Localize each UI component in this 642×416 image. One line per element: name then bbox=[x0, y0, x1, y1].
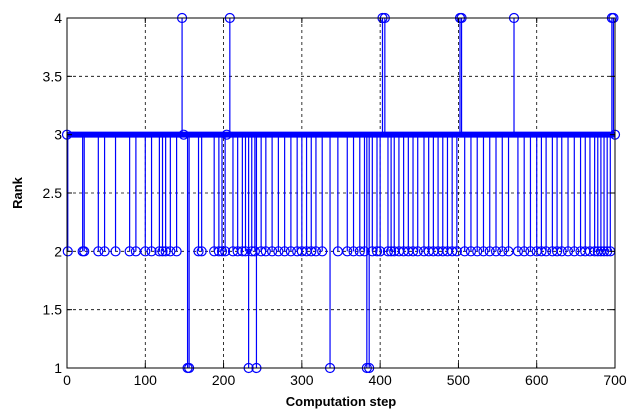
data-point bbox=[598, 246, 610, 257]
data-point bbox=[260, 246, 271, 257]
y-tick-label: 1 bbox=[54, 360, 62, 376]
data-point bbox=[451, 246, 462, 257]
data-point bbox=[317, 246, 328, 257]
plot-area bbox=[67, 18, 615, 368]
data-point bbox=[382, 246, 394, 257]
data-point bbox=[279, 246, 290, 257]
data-point bbox=[216, 246, 228, 257]
data-point bbox=[348, 246, 359, 257]
data-point bbox=[193, 246, 204, 257]
data-point bbox=[412, 246, 423, 257]
data-point bbox=[154, 246, 165, 257]
data-point bbox=[490, 246, 502, 257]
data-point bbox=[79, 246, 90, 257]
x-tick-label: 600 bbox=[525, 372, 549, 388]
data-point bbox=[196, 246, 207, 257]
data-point bbox=[371, 246, 383, 257]
data-point bbox=[110, 246, 121, 257]
data-point bbox=[62, 246, 73, 257]
data-point bbox=[99, 246, 110, 257]
data-point bbox=[273, 246, 284, 257]
x-tick-label: 100 bbox=[134, 372, 158, 388]
data-point bbox=[221, 129, 232, 140]
y-axis-label: Rank bbox=[10, 176, 25, 209]
data-point bbox=[146, 246, 157, 257]
y-tick-label: 4 bbox=[54, 10, 62, 26]
x-axis-label: Computation step bbox=[286, 394, 397, 409]
x-tick-label: 200 bbox=[212, 372, 236, 388]
data-point bbox=[556, 246, 567, 257]
data-point bbox=[220, 246, 231, 257]
series-rank bbox=[61, 12, 621, 374]
data-point bbox=[386, 246, 397, 257]
y-tick-label: 2 bbox=[54, 243, 62, 259]
data-point bbox=[342, 246, 353, 257]
data-point bbox=[562, 246, 574, 257]
data-point bbox=[465, 246, 477, 257]
data-point bbox=[484, 246, 495, 257]
x-tick-label: 700 bbox=[603, 372, 627, 388]
data-point bbox=[267, 246, 278, 257]
data-point bbox=[569, 246, 580, 257]
data-point bbox=[93, 246, 104, 257]
data-point bbox=[459, 246, 470, 257]
data-point bbox=[285, 246, 296, 257]
x-tick-label: 0 bbox=[63, 372, 71, 388]
data-point bbox=[171, 246, 182, 257]
x-tick-label: 400 bbox=[368, 372, 392, 388]
x-tick-label: 300 bbox=[290, 372, 314, 388]
data-point bbox=[213, 246, 224, 257]
data-point bbox=[478, 246, 489, 257]
data-point bbox=[310, 246, 322, 257]
data-point bbox=[375, 246, 386, 257]
data-point bbox=[472, 246, 483, 257]
data-point bbox=[140, 246, 151, 257]
data-point bbox=[512, 246, 524, 257]
data-point bbox=[519, 246, 530, 257]
data-point bbox=[541, 246, 552, 257]
ticks: 0 100 200 300 400 500 600 700 1 1.5 2 2.5 3 3.5 4 bbox=[43, 10, 627, 388]
data-point bbox=[165, 246, 176, 257]
y-tick-label: 3.5 bbox=[43, 68, 63, 84]
data-point bbox=[157, 246, 168, 257]
x-tick-label: 500 bbox=[447, 372, 471, 388]
y-tick-label: 1.5 bbox=[43, 302, 63, 318]
data-point bbox=[249, 246, 260, 257]
data-point bbox=[497, 246, 508, 257]
y-tick-label: 3 bbox=[54, 127, 62, 143]
data-point bbox=[124, 246, 135, 257]
y-tick-label: 2.5 bbox=[43, 185, 63, 201]
data-point bbox=[525, 246, 536, 257]
